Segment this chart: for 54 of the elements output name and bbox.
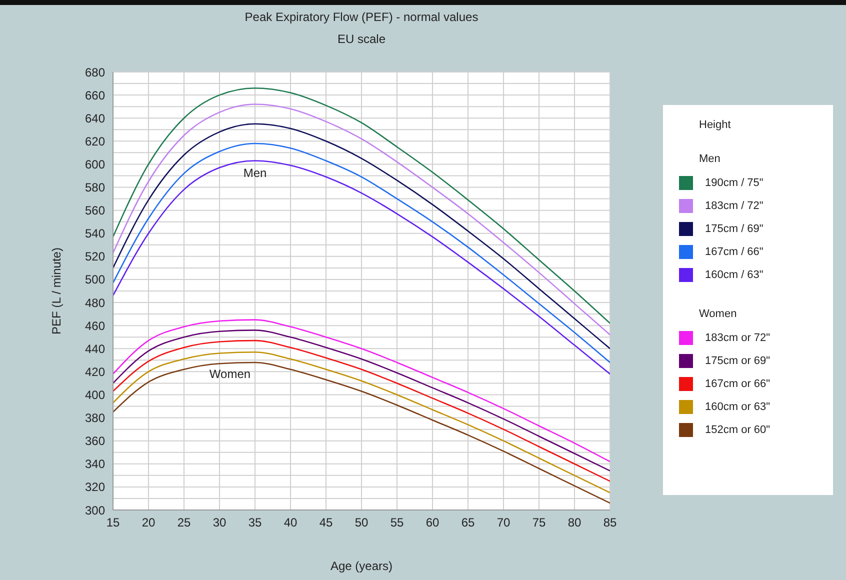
legend-label: 175cm / 69" [705,222,764,234]
x-tick-label: 20 [142,516,156,530]
x-tick-label: 80 [568,516,582,530]
legend-label: 183cm / 72" [705,200,764,212]
y-tick-label: 360 [84,434,106,448]
y-tick-label: 320 [84,480,106,494]
y-tick-label: 460 [84,318,106,333]
x-tick-label: 25 [177,516,191,530]
legend-label: 160cm / 63" [705,268,764,280]
x-tick-label: 55 [390,516,404,530]
y-tick-label: 380 [84,411,106,426]
x-tick-label: 75 [532,516,546,530]
chart-subtitle: EU scale [336,32,387,46]
y-tick-label: 540 [84,226,106,241]
x-tick-label: 85 [603,516,617,530]
chart-title: Peak Expiratory Flow (PEF) - normal values [244,10,480,24]
legend-label: 183cm or 72" [705,332,770,344]
legend-label: 160cm or 63" [705,400,770,412]
y-tick-label: 300 [84,503,106,518]
x-tick-label: 35 [248,516,262,530]
y-tick-label: 620 [84,134,106,148]
x-tick-label: 15 [106,516,120,530]
y-tick-label: 580 [84,180,106,195]
y-tick-label: 440 [84,342,106,356]
y-tick-label: 340 [84,457,106,472]
y-tick-label: 420 [84,364,106,379]
text: Women [699,308,737,320]
text: Men [699,153,720,165]
x-tick-label: 45 [319,516,333,530]
y-tick-label: 500 [84,272,106,287]
y-tick-label: 680 [84,65,106,80]
legend-title: Height [699,119,732,131]
y-tick-label: 480 [84,296,106,310]
x-axis-title: Age (years) [330,559,393,573]
x-tick-label: 60 [426,516,440,530]
x-tick-label: 70 [496,516,510,530]
y-tick-label: 520 [84,250,106,264]
legend-label: 190cm / 75" [705,176,764,188]
y-tick-label: 640 [84,111,106,126]
x-tick-label: 65 [461,516,475,530]
annotation: Men [242,166,268,180]
y-tick-label: 560 [84,204,106,218]
y-tick-label: 660 [84,88,106,102]
legend-label: 152cm or 60" [705,424,770,436]
legend-label: 167cm / 66" [705,246,764,258]
y-tick-label: 600 [84,157,106,172]
x-tick-label: 30 [212,516,226,530]
x-tick-label: 50 [354,516,368,530]
legend-label: 167cm or 66" [705,378,770,390]
y-axis-title: PEF (L / minute) [49,248,64,334]
annotation: Women [208,367,252,382]
legend-label: 175cm or 69" [705,354,770,366]
y-tick-label: 400 [84,388,106,402]
x-tick-label: 40 [284,516,298,530]
